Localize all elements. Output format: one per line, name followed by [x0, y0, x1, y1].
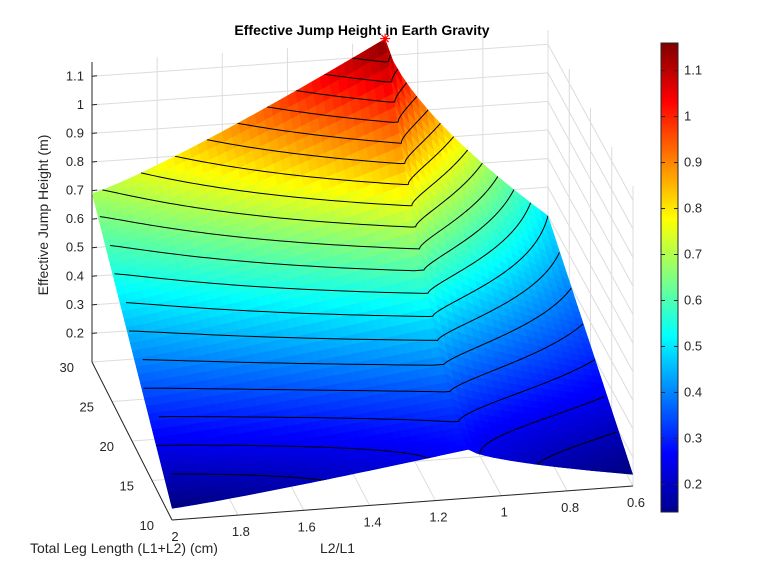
y-tick-labels: 10 15 20 25 30 [60, 360, 154, 533]
z-tick-labels: 0.2 0.3 0.4 0.5 0.6 0.7 0.8 0.9 1 1.1 [66, 68, 98, 340]
colorbar-tick-label: 0.9 [684, 155, 702, 170]
y-tick-label: 30 [60, 360, 74, 375]
contour-line [155, 396, 605, 459]
contour-line [125, 215, 549, 318]
z-tick-label: 0.9 [66, 125, 84, 140]
contour-line [206, 122, 441, 165]
x-axis-label: L2/L1 [320, 540, 355, 556]
z-tick-label: 0.2 [66, 325, 84, 340]
contour-line [174, 136, 455, 186]
contour-line [143, 323, 584, 393]
x-tick-label: 0.6 [627, 495, 645, 510]
z-tick-label: 0.3 [66, 297, 84, 312]
colorbar-tick-label: 1 [684, 109, 691, 124]
contour-line [129, 252, 560, 341]
x-tick-label: 1.8 [232, 524, 250, 539]
colorbar-gradient [660, 42, 679, 513]
colorbar: 0.2 0.3 0.4 0.5 0.6 0.7 0.8 0.9 1 1.1 [660, 42, 702, 513]
z-tick-label: 0.8 [66, 154, 84, 169]
y-axis-label: Total Leg Length (L1+L2) (cm) [30, 540, 218, 556]
contour-line [158, 359, 596, 423]
z-tick-label: 1.1 [66, 68, 84, 83]
peak-marker [380, 33, 391, 44]
contour-line [352, 55, 391, 63]
x-tick-label: 1.2 [429, 510, 447, 525]
contour-line [171, 431, 617, 481]
z-tick-label: 0.5 [66, 240, 84, 255]
z-tick-label: 1 [77, 97, 84, 112]
contour-line [237, 109, 429, 144]
contour-line [140, 149, 469, 207]
y-tick-label: 20 [100, 439, 114, 454]
colorbar-tick-label: 0.4 [684, 384, 702, 399]
contour-line [99, 176, 499, 250]
z-tick-label: 0.4 [66, 268, 84, 283]
y-tick-label: 15 [120, 479, 134, 494]
chart-title: Effective Jump Height in Earth Gravity [234, 22, 489, 38]
z-axis-label: Effective Jump Height (m) [35, 135, 51, 296]
colorbar-tick-label: 0.3 [684, 430, 702, 445]
contour-line [324, 68, 399, 83]
contour-line [267, 96, 418, 123]
contour-line [114, 202, 532, 294]
colorbar-tick-label: 0.6 [684, 292, 702, 307]
colorbar-tick-labels: 0.2 0.3 0.4 0.5 0.6 0.7 0.8 0.9 1 1.1 [661, 63, 702, 491]
x-tick-label: 1.6 [298, 519, 316, 534]
x-tick-label: 1.4 [364, 514, 382, 529]
y-tick-label: 25 [80, 400, 94, 415]
z-tick-label: 0.7 [66, 183, 84, 198]
contour-line [110, 189, 515, 272]
contour-line [102, 162, 483, 228]
colorbar-tick-label: 1.1 [684, 63, 702, 78]
contour-line [142, 287, 572, 366]
x-tick-label: 1 [501, 505, 508, 520]
y-tick-label: 10 [140, 518, 154, 533]
colorbar-tick-label: 0.8 [684, 201, 702, 216]
colorbar-tick-label: 0.5 [684, 338, 702, 353]
surface [92, 38, 633, 509]
z-tick-label: 0.6 [66, 211, 84, 226]
colorbar-tick-label: 0.2 [684, 476, 702, 491]
x-tick-labels: 2 1.8 1.6 1.4 1.2 1 0.8 0.6 [171, 495, 645, 544]
colorbar-tick-label: 0.7 [684, 247, 702, 262]
contour-line [296, 82, 408, 103]
axes-box [91, 62, 634, 521]
x-tick-label: 0.8 [561, 500, 579, 515]
x-tick-label: 2 [171, 529, 178, 544]
